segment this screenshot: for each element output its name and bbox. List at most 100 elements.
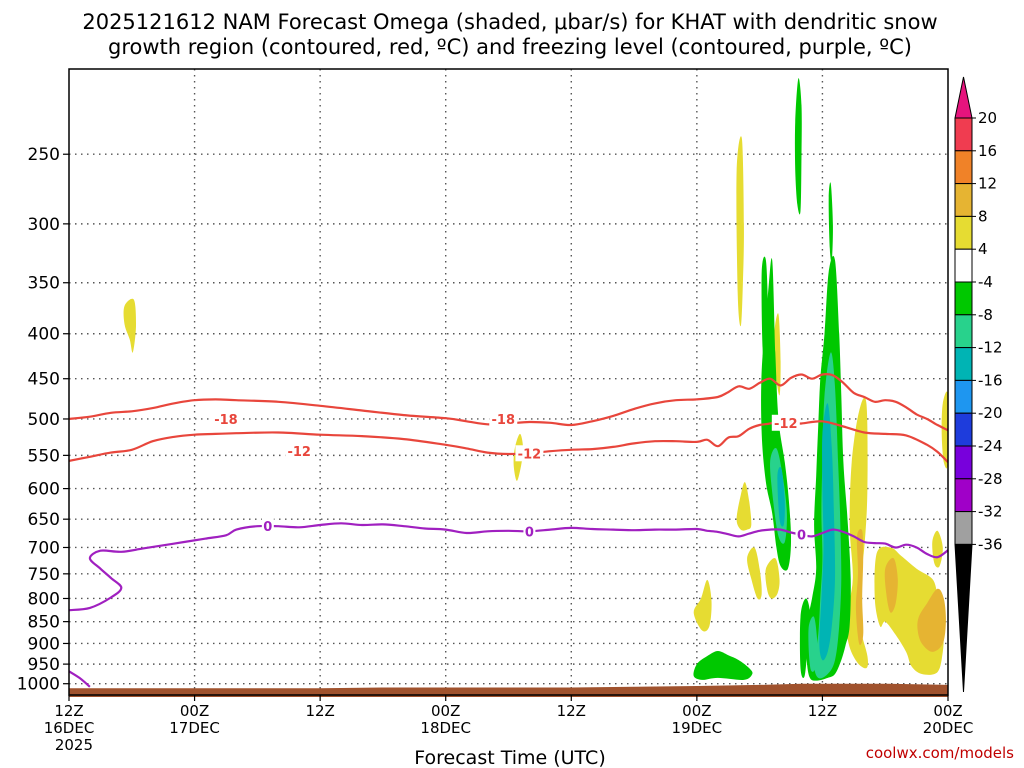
omega-region-desc-62-low <box>693 650 753 680</box>
omega-region-asc-65-lower <box>747 547 762 600</box>
omega-region-asc-61-lower <box>693 579 712 632</box>
colorbar-segment <box>954 379 973 414</box>
y-tick-label-500: 500 <box>28 410 60 430</box>
y-tick-label-250: 250 <box>28 145 60 165</box>
credit-text: coolwx.com/models <box>866 744 1014 762</box>
colorbar-segment <box>954 347 973 381</box>
contour-label-freezing: 0 <box>525 525 534 540</box>
contour-label-bg <box>285 443 314 460</box>
colorbar-segment <box>954 478 973 513</box>
omega-region-desc-70-low <box>799 598 810 678</box>
colorbar-label: 8 <box>978 207 988 225</box>
omega-region-asc-67-lower <box>765 557 780 599</box>
colorbar-segment <box>954 248 973 283</box>
colorbar-label: -32 <box>978 503 1003 521</box>
y-tick-label-650: 650 <box>28 510 60 530</box>
omega-region-asc-76-core <box>855 529 864 646</box>
colorbar-label: -12 <box>978 339 1003 357</box>
x-tick-label-36-2: 18DEC <box>420 719 471 737</box>
omega-region-asc-68-upper <box>774 313 781 396</box>
x-axis-title: Forecast Time (UTC) <box>414 747 605 768</box>
colorbar-segment <box>954 150 973 185</box>
colorbar-label: -16 <box>978 371 1003 389</box>
contour-label-bg <box>261 518 274 535</box>
colorbar-segment <box>954 215 973 250</box>
x-tick-label-60-2: 19DEC <box>672 719 723 737</box>
colorbar-segment <box>954 281 973 316</box>
x-tick-label-72-1: 12Z <box>808 702 837 720</box>
x-tick-label-24-1: 12Z <box>305 702 334 720</box>
ground-surface <box>69 683 948 697</box>
y-tick-label-700: 700 <box>28 538 60 558</box>
contour-lines: -18 -18 -12 -12 -12 0 0 0 <box>69 373 948 688</box>
contour-label-snow: -12 <box>774 417 798 432</box>
contour-label-freezing: 0 <box>263 520 272 535</box>
pressure-axis: 2503003504004505005506006507007508008509… <box>17 145 69 695</box>
x-tick-label-36-1: 00Z <box>431 702 460 720</box>
colorbar-label: 12 <box>978 175 997 193</box>
x-tick-label-84-2: 20DEC <box>923 719 974 737</box>
colorbar-label: -4 <box>978 273 993 291</box>
omega-region-desc-68-core <box>777 467 785 527</box>
omega-region-asc-76-tower <box>846 397 869 669</box>
omega-region-asc-84-upper <box>941 391 948 469</box>
contour-label-bg <box>515 445 544 462</box>
y-tick-label-850: 850 <box>28 613 60 633</box>
y-tick-label-400: 400 <box>28 325 60 345</box>
colorbar-label: 4 <box>978 240 988 258</box>
colorbar-label: -8 <box>978 306 993 324</box>
omega-region-asc-83-core <box>917 588 946 652</box>
y-tick-label-550: 550 <box>28 446 60 466</box>
colorbar-segment <box>954 412 973 447</box>
y-tick-label-600: 600 <box>28 480 60 500</box>
colorbar-segment <box>954 445 973 480</box>
omega-region-desc-73-top <box>828 182 833 262</box>
colorbar-top-triangle <box>954 76 973 119</box>
omega-region-asc-79-core <box>884 557 898 613</box>
colorbar-segment <box>954 511 973 545</box>
plot-frame <box>68 68 949 696</box>
contour-label-bg <box>523 523 536 540</box>
omega-region-asc-12-upper-left <box>123 298 137 353</box>
contour-freezing-2 <box>69 522 948 612</box>
y-tick-label-300: 300 <box>28 215 60 235</box>
omega-region-asc-84-mid <box>932 530 943 568</box>
x-tick-label-60-1: 00Z <box>682 702 711 720</box>
contour-snow-0 <box>69 373 948 432</box>
x-tick-label-0-2: 16DEC <box>44 719 95 737</box>
colorbar-label: -36 <box>978 535 1003 553</box>
x-tick-label-48-1: 12Z <box>557 702 586 720</box>
y-tick-label-750: 750 <box>28 565 60 585</box>
contour-label-bg <box>771 414 800 431</box>
contour-label-snow: -12 <box>287 445 311 460</box>
contour-label-bg <box>795 526 808 543</box>
colorbar-label: 20 <box>978 109 997 127</box>
y-tick-label-450: 450 <box>28 370 60 390</box>
colorbar-segment <box>954 314 973 349</box>
omega-region-asc-63-upper <box>736 136 744 327</box>
colorbar-segment <box>954 117 973 152</box>
plot-area: -18 -18 -12 -12 -12 0 0 0 <box>68 68 949 697</box>
colorbar-label: -20 <box>978 404 1003 422</box>
y-tick-label-800: 800 <box>28 589 60 609</box>
contour-label-snow: -12 <box>518 447 542 462</box>
chart-title-line-2: growth region (contoured, red, ºC) and f… <box>108 35 912 59</box>
colorbar-label: 16 <box>978 142 997 160</box>
contour-label-snow: -18 <box>492 413 516 428</box>
y-tick-label-1000: 1000 <box>17 675 60 695</box>
omega-region-asc-64-mid <box>736 482 752 531</box>
contour-label-snow: -18 <box>214 413 238 428</box>
colorbar-segment <box>954 183 973 217</box>
contour-snow-1 <box>69 420 948 464</box>
x-tick-label-84-1: 00Z <box>933 702 962 720</box>
omega-region-desc-69-top <box>794 78 802 215</box>
contour-label-bg <box>211 410 240 427</box>
x-tick-label-12-1: 00Z <box>180 702 209 720</box>
x-tick-label-0-3: 2025 <box>55 736 93 754</box>
y-tick-label-350: 350 <box>28 274 60 294</box>
omega-colorbar: 20 16 12 8 4 -4 -8 -12 -16 -20 -24 -28 -32 -36 <box>954 76 1003 693</box>
colorbar-bottom-triangle <box>954 543 973 693</box>
colorbar-label: -28 <box>978 470 1003 488</box>
